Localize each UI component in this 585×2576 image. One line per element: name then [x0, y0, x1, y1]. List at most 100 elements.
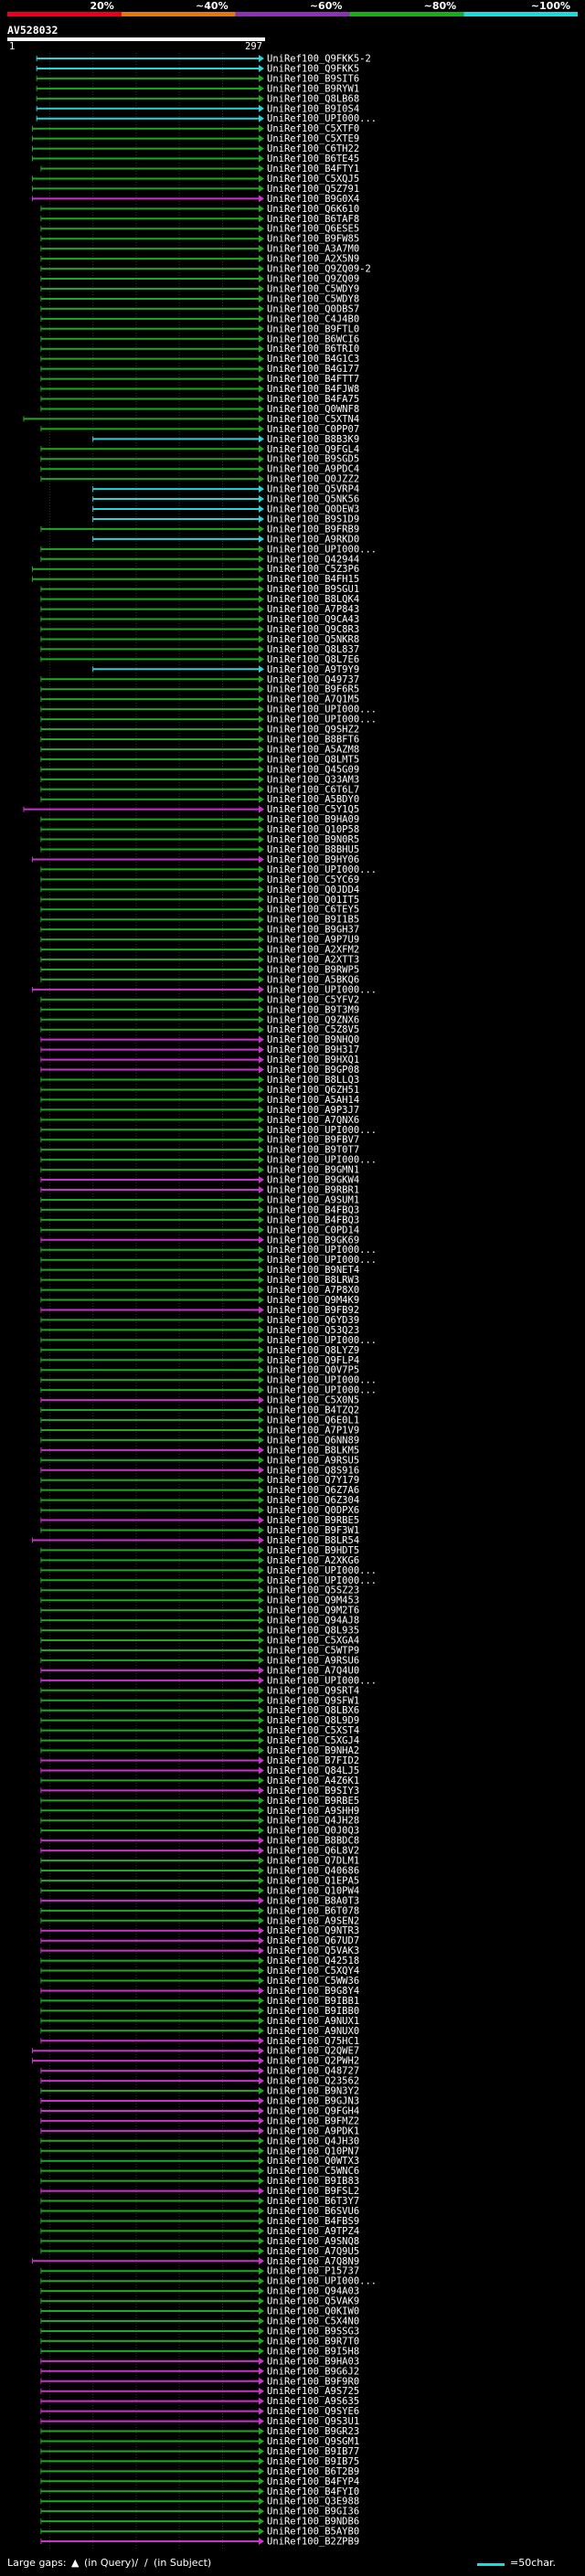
subject-id[interactable]: UniRef100_Q9ZQ09-2: [267, 264, 371, 275]
alignment-row[interactable]: UniRef100_Q9FGL4: [40, 444, 359, 455]
subject-id[interactable]: UniRef100_UPI000...: [267, 544, 377, 555]
alignment-row[interactable]: UniRef100_Q8LMT5: [40, 754, 359, 765]
alignment-row[interactable]: UniRef100_A7Q9U5: [40, 2246, 359, 2257]
alignment-row[interactable]: UniRef100_A7Q1M5: [40, 694, 359, 705]
alignment-row[interactable]: UniRef100_A9S725: [40, 2386, 359, 2397]
subject-id[interactable]: UniRef100_B9FW85: [267, 234, 359, 245]
alignment-row[interactable]: UniRef100_B4FH15: [31, 574, 359, 585]
subject-id[interactable]: UniRef100_Q9ZQ09: [267, 274, 359, 285]
subject-id[interactable]: UniRef100_C5XQY4: [267, 1966, 359, 1977]
subject-id[interactable]: UniRef100_Q0J0Q3: [267, 1826, 359, 1837]
alignment-row[interactable]: UniRef100_C5WTP9: [40, 1645, 359, 1656]
subject-id[interactable]: UniRef100_C5Y1Q5: [267, 804, 359, 815]
subject-id[interactable]: UniRef100_C5XST4: [267, 1725, 359, 1736]
subject-id[interactable]: UniRef100_C5XTF0: [267, 123, 359, 134]
subject-id[interactable]: UniRef100_Q67UD7: [267, 1935, 359, 1946]
subject-id[interactable]: UniRef100_A9NUX1: [267, 2016, 359, 2027]
alignment-row[interactable]: UniRef100_B4G177: [40, 364, 359, 375]
alignment-row[interactable]: UniRef100_B4FTY1: [40, 164, 359, 175]
alignment-row[interactable]: UniRef100_B6T078: [40, 1905, 359, 1916]
alignment-row[interactable]: UniRef100_A9P7U9: [40, 935, 359, 946]
alignment-row[interactable]: UniRef100_B8LR54: [31, 1535, 359, 1546]
alignment-row[interactable]: UniRef100_B9NHA2: [40, 1745, 359, 1756]
alignment-row[interactable]: UniRef100_Q7Y179: [40, 1475, 359, 1486]
alignment-row[interactable]: UniRef100_A9SHH9: [40, 1806, 359, 1817]
subject-id[interactable]: UniRef100_B7FID2: [267, 1755, 359, 1766]
alignment-row[interactable]: UniRef100_Q9NTR3: [40, 1925, 359, 1936]
subject-id[interactable]: UniRef100_B8LKM5: [267, 1445, 359, 1456]
alignment-row[interactable]: UniRef100_B8LLQ3: [40, 1075, 359, 1086]
subject-id[interactable]: UniRef100_Q8L935: [267, 1626, 359, 1637]
subject-id[interactable]: UniRef100_Q1EPA5: [267, 1875, 359, 1886]
alignment-row[interactable]: UniRef100_C5XTF0: [31, 123, 359, 134]
subject-id[interactable]: UniRef100_B9N0R5: [267, 834, 359, 845]
alignment-row[interactable]: UniRef100_Q7DLM1: [40, 1856, 359, 1867]
subject-id[interactable]: UniRef100_Q0JZZ2: [267, 474, 359, 485]
alignment-row[interactable]: UniRef100_B9SGD5: [40, 454, 359, 465]
subject-id[interactable]: UniRef100_Q6E0L1: [267, 1415, 359, 1426]
alignment-row[interactable]: UniRef100_C4J4B0: [40, 313, 359, 324]
subject-id[interactable]: UniRef100_Q75HC1: [267, 2036, 359, 2047]
alignment-row[interactable]: UniRef100_Q8L9D9: [40, 1715, 359, 1726]
alignment-row[interactable]: UniRef100_C5WDY8: [40, 293, 359, 304]
subject-id[interactable]: UniRef100_B4G1C3: [267, 354, 359, 365]
subject-id[interactable]: UniRef100_B9F3W1: [267, 1525, 359, 1536]
subject-id[interactable]: UniRef100_UPI000...: [267, 1125, 377, 1136]
alignment-row[interactable]: UniRef100_UPI000...: [40, 705, 377, 716]
subject-id[interactable]: UniRef100_Q0WTX3: [267, 2156, 359, 2167]
subject-id[interactable]: UniRef100_B9GH37: [267, 925, 359, 936]
subject-id[interactable]: UniRef100_B5AYB0: [267, 2527, 359, 2538]
subject-id[interactable]: UniRef100_UPI000...: [267, 113, 377, 124]
alignment-row[interactable]: UniRef100_C5X0N5: [40, 1395, 359, 1406]
subject-id[interactable]: UniRef100_B9RWP5: [267, 964, 359, 975]
subject-id[interactable]: UniRef100_Q6Z304: [267, 1495, 359, 1506]
alignment-row[interactable]: UniRef100_Q9M2T6: [40, 1606, 359, 1617]
alignment-row[interactable]: UniRef100_B4FBS9: [40, 2216, 359, 2227]
subject-id[interactable]: UniRef100_A9SUM1: [267, 1194, 359, 1205]
alignment-row[interactable]: UniRef100_B9SIY3: [40, 1786, 359, 1797]
subject-id[interactable]: UniRef100_B6WCI6: [267, 334, 359, 345]
subject-id[interactable]: UniRef100_A7P1V9: [267, 1425, 359, 1436]
subject-id[interactable]: UniRef100_B9F6R5: [267, 684, 359, 695]
alignment-row[interactable]: UniRef100_B9S1D9: [92, 514, 360, 525]
alignment-row[interactable]: UniRef100_B9G8Y4: [40, 1986, 359, 1997]
subject-id[interactable]: UniRef100_Q8LBX6: [267, 1705, 359, 1716]
subject-id[interactable]: UniRef100_B4FBQ3: [267, 1214, 359, 1225]
subject-id[interactable]: UniRef100_A9NUX0: [267, 2026, 359, 2037]
subject-id[interactable]: UniRef100_B9FB92: [267, 1305, 359, 1316]
alignment-row[interactable]: UniRef100_Q8LB68: [36, 93, 359, 104]
alignment-row[interactable]: UniRef100_C5WNC6: [40, 2166, 359, 2177]
subject-id[interactable]: UniRef100_B9RBR1: [267, 1185, 359, 1196]
alignment-row[interactable]: UniRef100_B9G0X4: [31, 194, 359, 205]
subject-id[interactable]: UniRef100_B9I1B5: [267, 915, 359, 926]
subject-id[interactable]: UniRef100_B9HXQ1: [267, 1055, 359, 1065]
alignment-row[interactable]: UniRef100_Q94AJ8: [40, 1616, 359, 1627]
alignment-row[interactable]: UniRef100_B9GMN1: [40, 1165, 359, 1176]
alignment-row[interactable]: UniRef100_B4FBQ3: [40, 1214, 359, 1225]
subject-id[interactable]: UniRef100_A2X5N9: [267, 254, 359, 265]
subject-id[interactable]: UniRef100_B9F9R0: [267, 2376, 359, 2387]
subject-id[interactable]: UniRef100_B6TAF8: [267, 214, 359, 225]
subject-id[interactable]: UniRef100_B9R7T0: [267, 2336, 359, 2347]
subject-id[interactable]: UniRef100_B9IB77: [267, 2446, 359, 2457]
alignment-row[interactable]: UniRef100_B9IBB0: [40, 2006, 359, 2017]
subject-id[interactable]: UniRef100_B9FTL0: [267, 323, 359, 334]
alignment-row[interactable]: UniRef100_B9RBE5: [40, 1515, 359, 1526]
subject-id[interactable]: UniRef100_B4G177: [267, 364, 359, 375]
subject-id[interactable]: UniRef100_A5AZM8: [267, 744, 359, 755]
alignment-row[interactable]: UniRef100_B9N3Y2: [40, 2086, 359, 2097]
subject-id[interactable]: UniRef100_C5WNC6: [267, 2166, 359, 2177]
subject-id[interactable]: UniRef100_B8A0T3: [267, 1895, 359, 1906]
alignment-row[interactable]: UniRef100_UPI000...: [36, 113, 377, 124]
alignment-row[interactable]: UniRef100_C0PP07: [40, 424, 359, 435]
alignment-row[interactable]: UniRef100_Q9FGH4: [40, 2105, 359, 2116]
alignment-row[interactable]: UniRef100_A2X5N9: [40, 254, 359, 265]
subject-id[interactable]: UniRef100_B4FBS9: [267, 2216, 359, 2227]
subject-id[interactable]: UniRef100_B9GI36: [267, 2507, 359, 2518]
subject-id[interactable]: UniRef100_B9G8Y4: [267, 1986, 359, 1997]
alignment-row[interactable]: UniRef100_B9T3M9: [40, 1004, 359, 1015]
alignment-row[interactable]: UniRef100_B9IB75: [40, 2456, 359, 2467]
subject-id[interactable]: UniRef100_C6TEY5: [267, 905, 359, 916]
alignment-row[interactable]: UniRef100_A9T9Y9: [92, 664, 360, 675]
alignment-row[interactable]: UniRef100_Q4JH30: [40, 2136, 359, 2147]
